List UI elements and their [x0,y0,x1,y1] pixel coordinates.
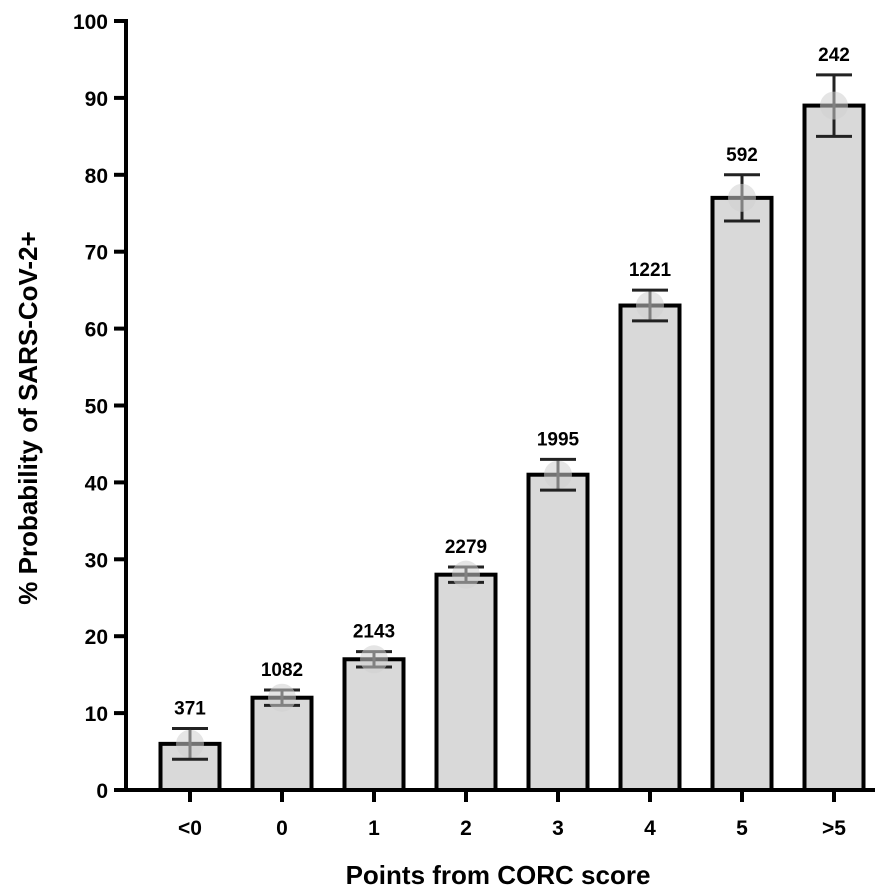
count-label: 242 [818,45,850,66]
mean-marker [544,460,572,489]
y-ticks-group: 0 10 20 30 40 50 60 70 80 90 100 [73,11,126,803]
count-label: 1082 [261,660,303,681]
bar [434,572,498,792]
mean-marker [820,91,848,120]
y-tick-label: 70 [85,242,108,265]
count-labels-group: 371 1082 2143 2279 1995 1221 592 242 [174,45,850,720]
y-tick-label: 30 [85,549,108,572]
error-bars-group [172,73,852,761]
x-tick-label: 0 [276,817,288,840]
bar [802,103,866,792]
y-tick-label: 60 [85,319,108,342]
y-axis-title: % Probability of SARS-CoV-2+ [13,231,43,604]
bar [526,472,590,792]
y-tick-label: 20 [85,626,108,649]
x-tick-label: 1 [368,817,380,840]
mean-marker [728,183,756,212]
bar [618,303,682,792]
x-tick-label: 2 [460,817,472,840]
x-tick-label: 3 [552,817,564,840]
y-tick-label: 80 [85,165,108,188]
count-label: 2143 [353,622,395,643]
y-tick-label: 50 [85,396,108,419]
count-label: 2279 [445,537,487,558]
y-tick-label: 100 [73,11,108,34]
mean-marker [360,645,388,674]
x-tick-label: 4 [644,817,656,840]
count-label: 371 [174,698,206,719]
mean-marker [452,560,480,589]
y-tick-label: 10 [85,703,108,726]
bar [710,195,774,792]
count-label: 592 [726,145,758,166]
bars-group [158,103,866,793]
y-tick-label: 40 [85,472,108,495]
y-tick-label: 90 [85,88,108,111]
mean-marker [176,729,204,758]
mean-marker [268,683,296,712]
mean-marker [636,291,664,320]
x-tick-label: 5 [736,817,748,840]
count-label: 1995 [537,429,580,450]
bar [342,657,406,793]
x-tick-label: <0 [178,817,202,840]
x-tick-label: >5 [822,817,846,840]
y-tick-label: 0 [96,780,108,803]
x-ticks-group: <0 0 1 2 3 4 5 >5 [178,790,846,840]
count-label: 1221 [629,260,672,281]
x-axis-title: Points from CORC score [346,860,651,890]
